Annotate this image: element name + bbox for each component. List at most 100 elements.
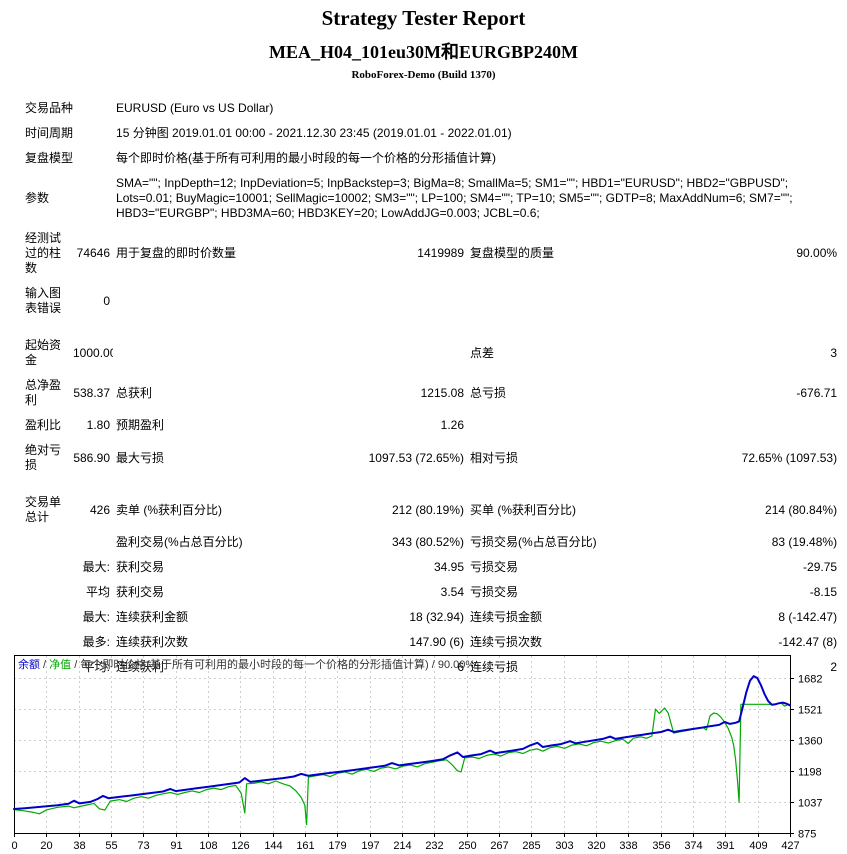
legend-separator: / bbox=[40, 659, 49, 671]
x-axis-label: 144 bbox=[264, 840, 282, 852]
y-axis-label: 1037 bbox=[798, 798, 822, 810]
table-row: 盈利交易(%占总百分比) 343 (80.52%) 亏损交易(%占总百分比) 83 (… bbox=[22, 530, 840, 555]
stat-value bbox=[70, 530, 113, 555]
y-axis-label: 1360 bbox=[798, 736, 822, 748]
info-row-value: 15 分钟图 2019.01.01 00:00 - 2021.12.30 23:… bbox=[116, 126, 512, 140]
table-row: 总净盈利 538.37 总获利 1215.08 总亏损 -676.71 bbox=[22, 373, 840, 413]
table-row: 盈利比 1.80 预期盈利 1.26 bbox=[22, 413, 840, 438]
table-row: 绝对亏损 586.90 最大亏损 1097.53 (72.65%) 相对亏损 72.65%… bbox=[22, 438, 840, 478]
stat-value: 212 (80.19%) bbox=[391, 502, 465, 517]
stat-value: 72.65% (1097.53) bbox=[741, 450, 838, 465]
stat-label bbox=[113, 333, 291, 373]
stat-value: 6 bbox=[457, 660, 465, 674]
stat-value: -29.75 bbox=[803, 560, 838, 574]
info-row: 时间周期 15 分钟图 2019.01.01 00:00 - 2021.12.30… bbox=[22, 121, 840, 146]
server-build: RoboForex-Demo (Build 1370) bbox=[351, 69, 496, 81]
table-row: 交易单总计 426 卖单 (%获利百分比) 212 (80.19%) 买单 (%获利百分… bbox=[22, 490, 840, 530]
stat-value: -676.71 bbox=[796, 385, 838, 400]
stat-label: 盈利比 bbox=[25, 418, 62, 432]
x-axis-label: 285 bbox=[522, 840, 540, 852]
legend-equity-label: 净值 bbox=[49, 657, 71, 671]
x-axis-label: 20 bbox=[40, 840, 52, 852]
stat-label bbox=[22, 555, 70, 580]
stat-label bbox=[22, 530, 70, 555]
chart-legend: 余额 / 净值 / 每个即时价格(基于所有可利用的最小时段的每一个价格的分形插值… bbox=[18, 657, 475, 671]
stat-label: 预期盈利 bbox=[116, 418, 165, 432]
stat-value: 18 (32.94) bbox=[409, 610, 465, 624]
stat-value: 平均 bbox=[86, 585, 111, 599]
x-axis-label: 126 bbox=[231, 840, 249, 852]
info-row: 交易品种 EURUSD (Euro vs US Dollar) bbox=[22, 96, 840, 121]
x-axis-label: 338 bbox=[619, 840, 637, 852]
stat-value: 1419989 bbox=[417, 246, 465, 260]
stat-label: 用于复盘的即时价数量 bbox=[116, 246, 237, 260]
x-axis-label: 250 bbox=[458, 840, 476, 852]
x-axis-label: 161 bbox=[296, 840, 314, 852]
stat-label: 总获利 bbox=[116, 385, 153, 400]
table-row: 平均: 连续获利 6 连续亏损 2 bbox=[22, 655, 840, 680]
stat-label: 最大亏损 bbox=[116, 450, 165, 465]
stat-value: 426 bbox=[89, 502, 111, 517]
stat-label: 输入图表错误 bbox=[25, 286, 62, 315]
stat-label: 盈利交易(%占总百分比) bbox=[116, 535, 243, 549]
stat-value: 1215.08 bbox=[420, 385, 465, 400]
stat-value bbox=[291, 333, 467, 373]
stat-label: 总亏损 bbox=[470, 385, 507, 400]
stat-label bbox=[467, 413, 657, 438]
info-row-label: 复盘模型 bbox=[25, 151, 74, 165]
table-row: 最大: 获利交易 34.95 亏损交易 -29.75 bbox=[22, 555, 840, 580]
stat-label bbox=[113, 281, 291, 321]
legend-model-note: / 每个即时价格(基于所有可利用的最小时段的每一个价格的分形插值计算) / 90… bbox=[71, 657, 475, 671]
x-axis-label: 303 bbox=[555, 840, 573, 852]
stat-value bbox=[657, 281, 840, 321]
info-row-label: 时间周期 bbox=[25, 126, 74, 140]
spacer-row bbox=[22, 321, 840, 333]
stat-value: 3.54 bbox=[440, 585, 465, 599]
x-axis-label: 197 bbox=[361, 840, 379, 852]
stat-label: 获利交易 bbox=[116, 585, 165, 599]
stat-label: 经测试过的柱数 bbox=[25, 231, 62, 275]
info-row-value: 每个即时价格(基于所有可利用的最小时段的每一个价格的分形插值计算) bbox=[116, 151, 497, 165]
x-axis-label: 232 bbox=[425, 840, 443, 852]
info-row-label: 交易品种 bbox=[25, 101, 74, 115]
page-title: Strategy Tester Report bbox=[321, 6, 526, 30]
spacer-cell bbox=[22, 478, 840, 490]
stat-label: 连续亏损金额 bbox=[470, 610, 543, 624]
stat-value: -142.47 (8) bbox=[778, 635, 838, 649]
stat-label: 亏损交易 bbox=[470, 585, 519, 599]
stat-value: 538.37 bbox=[73, 385, 111, 400]
x-axis-label: 0 bbox=[11, 840, 17, 852]
stat-value: 586.90 bbox=[73, 450, 111, 465]
stat-value: 1000.00 bbox=[73, 345, 114, 360]
x-axis-label: 374 bbox=[684, 840, 702, 852]
x-axis-label: 427 bbox=[781, 840, 799, 852]
table-row: 起始资金 1000.00 点差 3 bbox=[22, 333, 840, 373]
stat-value: 1097.53 (72.65%) bbox=[368, 450, 465, 465]
table-row: 经测试过的柱数 74646 用于复盘的即时价数量 1419989 复盘模型的质量 90.0… bbox=[22, 226, 840, 281]
info-row-value: EURUSD (Euro vs US Dollar) bbox=[116, 101, 274, 115]
x-axis-label: 356 bbox=[652, 840, 670, 852]
info-row: 参数 SMA=""; InpDepth=12; InpDeviation=5; I… bbox=[22, 171, 840, 226]
stat-label: 复盘模型的质量 bbox=[470, 246, 555, 260]
stat-value: 74646 bbox=[76, 246, 111, 260]
info-row-value: SMA=""; InpDepth=12; InpDeviation=5; Inp… bbox=[116, 176, 793, 220]
balance-line bbox=[13, 675, 791, 810]
balance-equity-chart: 1682 1521 1360 1198 1037 875 0 20 38 55 73 91 108 126… bbox=[0, 655, 847, 854]
summary-table: 交易品种 EURUSD (Euro vs US Dollar) 时间周期 15 分钟图… bbox=[22, 96, 840, 680]
stat-value: 1.26 bbox=[440, 418, 465, 432]
stat-label bbox=[22, 630, 70, 655]
x-axis-label: 267 bbox=[490, 840, 508, 852]
stat-value: 最多: bbox=[82, 635, 111, 649]
stat-label bbox=[22, 605, 70, 630]
info-row-label: 参数 bbox=[25, 191, 50, 205]
strategy-name: MEA_H04_101eu30M和EURGBP240M bbox=[269, 42, 578, 62]
stat-label: 点差 bbox=[470, 345, 495, 360]
x-axis-label: 73 bbox=[137, 840, 149, 852]
stat-value: 90.00% bbox=[796, 246, 838, 260]
stat-label: 绝对亏损 bbox=[25, 443, 62, 472]
stat-label: 亏损交易 bbox=[470, 560, 519, 574]
stat-label: 连续亏损 bbox=[470, 660, 519, 674]
stat-value: 最大: bbox=[82, 560, 111, 574]
x-axis-label: 179 bbox=[328, 840, 346, 852]
stat-label: 起始资金 bbox=[25, 338, 62, 367]
